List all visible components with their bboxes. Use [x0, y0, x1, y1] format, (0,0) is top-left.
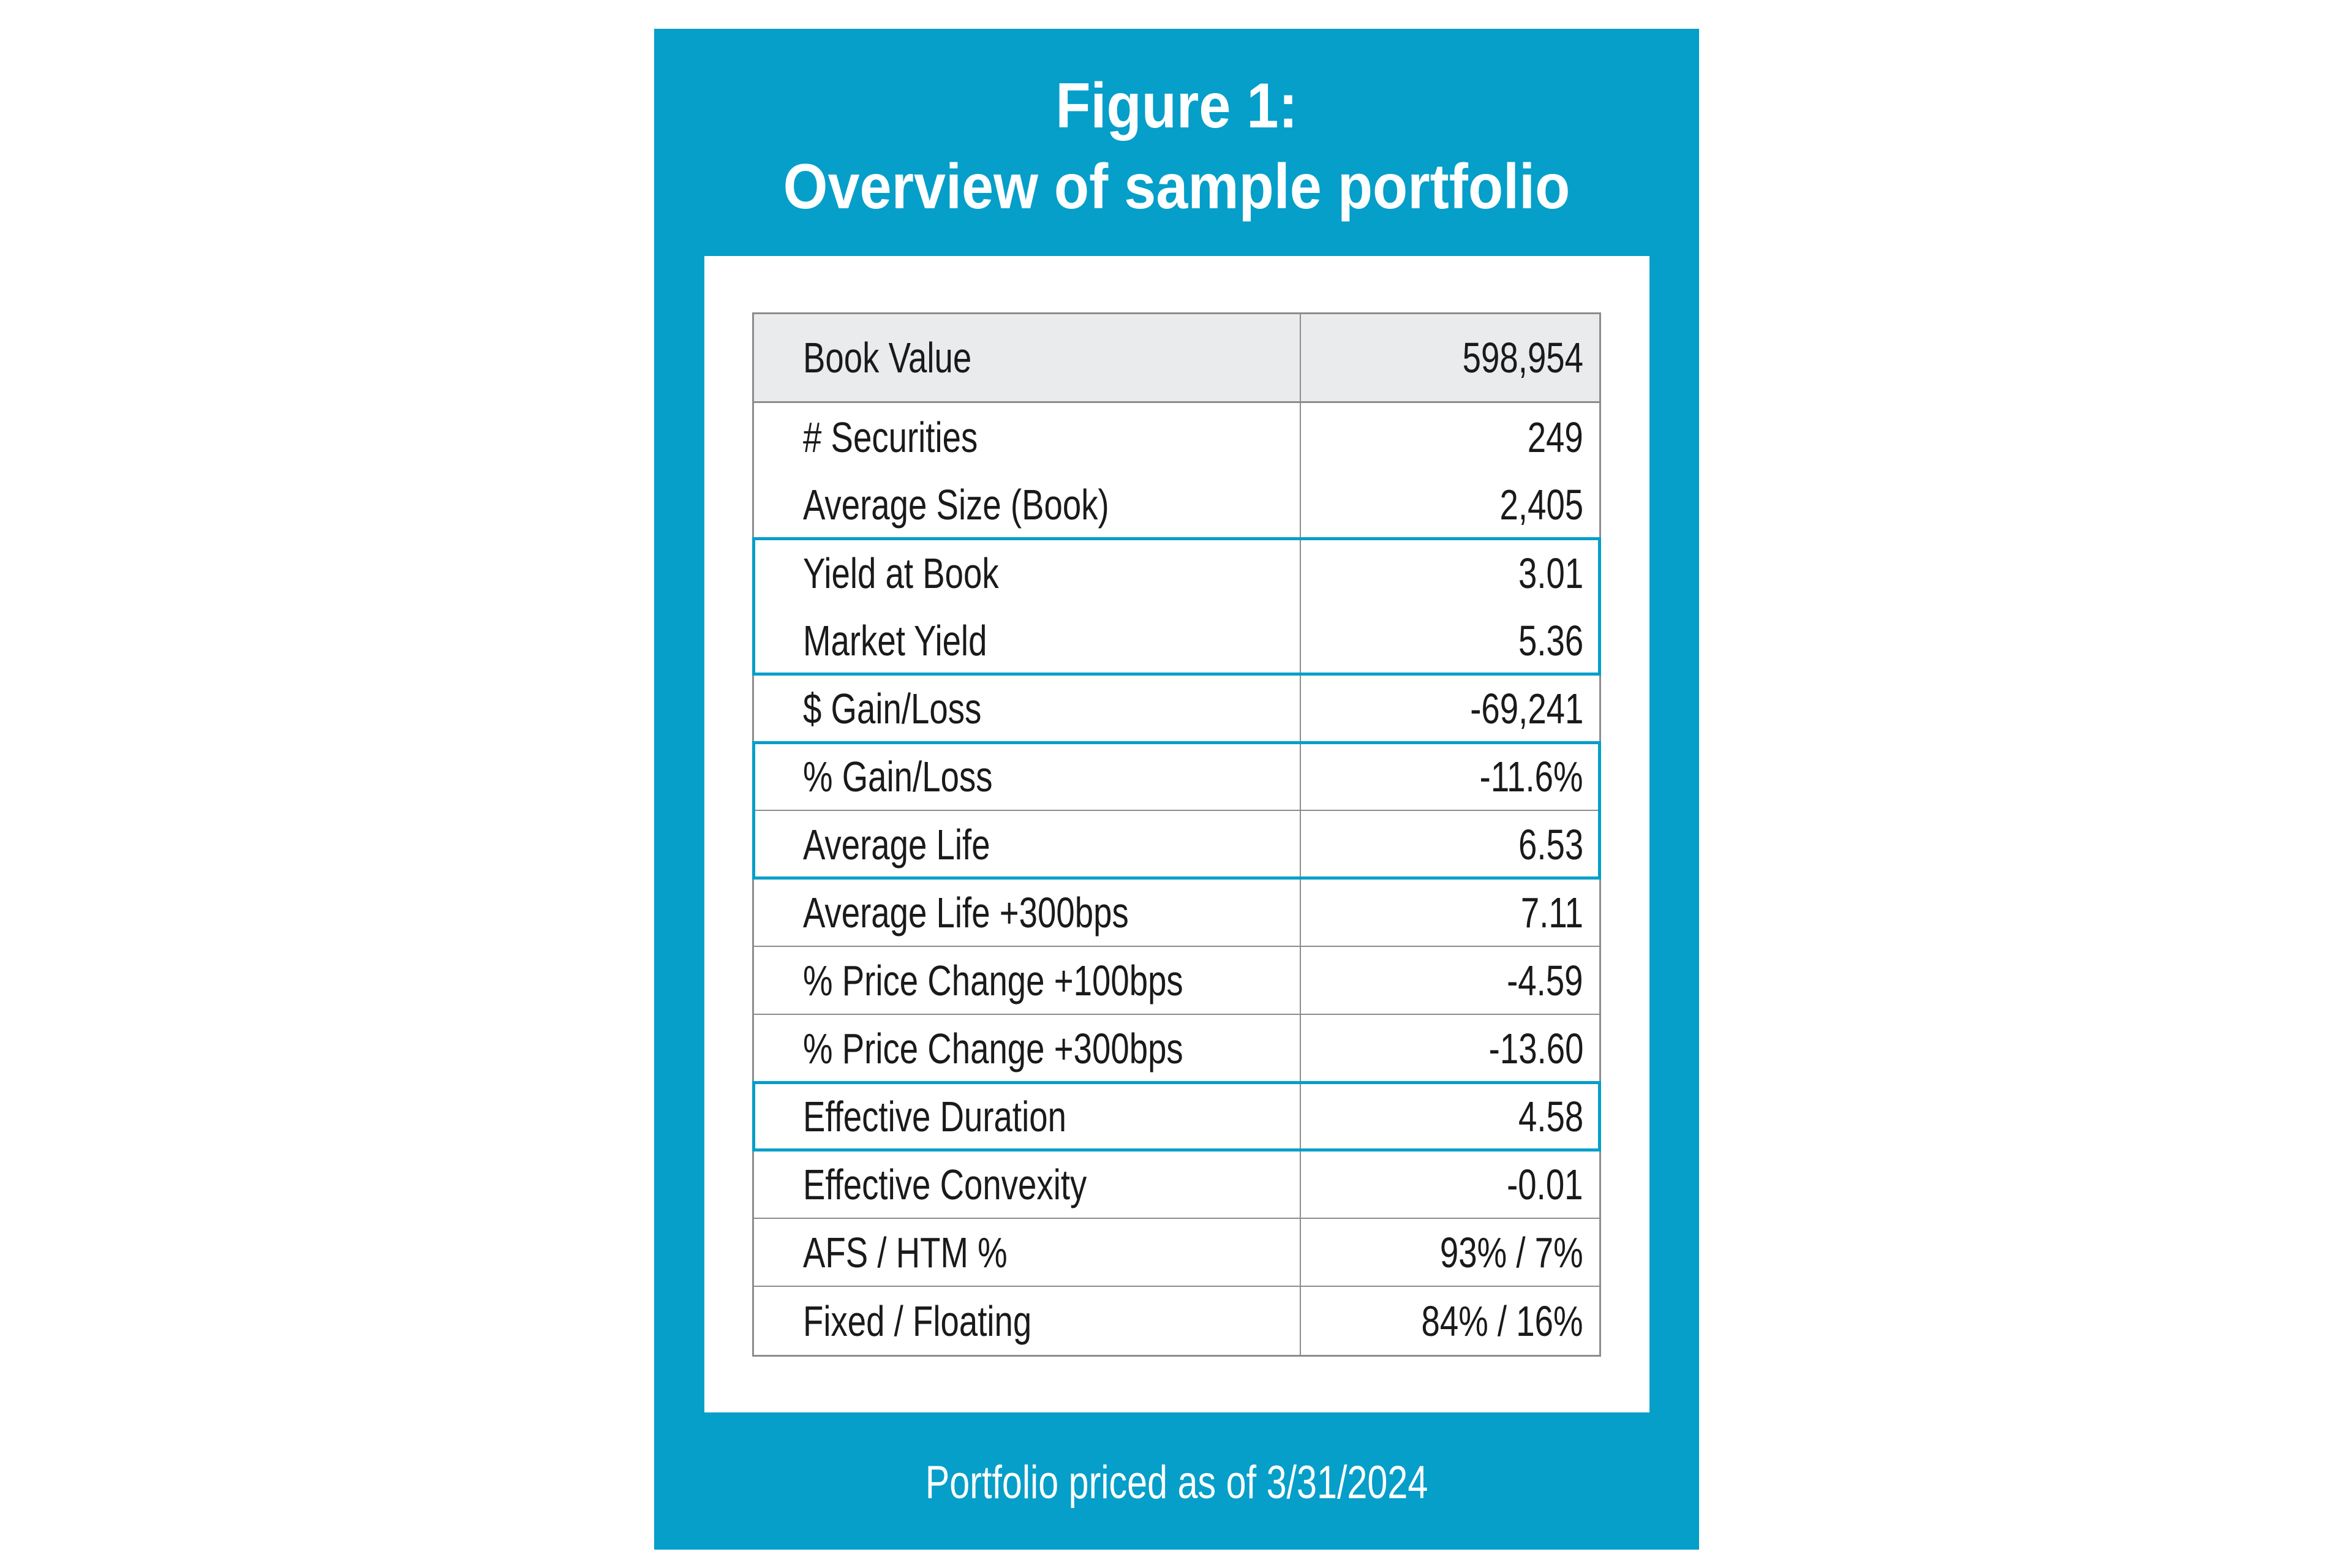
row-label-cell: % Price Change +300bps	[754, 1015, 1301, 1082]
row-label: % Price Change +100bps	[803, 956, 1183, 1005]
figure-title-line2: Overview of sample portfolio	[783, 151, 1570, 222]
table-row: % Price Change +300bps -13.60	[754, 1015, 1599, 1083]
row-label-cell: % Gain/Loss	[754, 743, 1301, 810]
row-label-cell: % Price Change +100bps	[754, 947, 1301, 1014]
row-value: -0.01	[1507, 1160, 1583, 1208]
figure-title: Figure 1: Overview of sample portfolio	[654, 66, 1699, 227]
row-value-cell: -0.01	[1301, 1151, 1599, 1218]
row-label-cell: AFS / HTM %	[754, 1219, 1301, 1286]
row-value-cell: -13.60	[1301, 1015, 1599, 1082]
row-value-cell: 3.01	[1301, 539, 1599, 607]
portfolio-table: Book Value 598,954 # Securities 249 Averag…	[752, 312, 1601, 1357]
header-label: Book Value	[803, 334, 972, 382]
row-value: -69,241	[1469, 684, 1583, 733]
row-label: % Gain/Loss	[803, 752, 993, 801]
row-label-cell: Fixed / Floating	[754, 1287, 1301, 1355]
row-label: AFS / HTM %	[803, 1228, 1008, 1276]
header-label-cell: Book Value	[754, 314, 1301, 401]
row-value-cell: 93% / 7%	[1301, 1219, 1599, 1286]
row-value: 3.01	[1518, 549, 1583, 597]
table-row: Average Life +300bps 7.11	[754, 879, 1599, 947]
row-value-cell: 5.36	[1301, 607, 1599, 674]
figure-title-line1: Figure 1:	[1055, 70, 1298, 141]
figure-panel: Figure 1: Overview of sample portfolio B…	[654, 29, 1699, 1550]
row-value-cell: 6.53	[1301, 811, 1599, 878]
row-value: -11.6%	[1480, 752, 1583, 801]
row-value: 5.36	[1518, 616, 1583, 665]
table-row: # Securities 249	[754, 403, 1599, 471]
row-label: Yield at Book	[803, 549, 999, 597]
row-label-cell: # Securities	[754, 403, 1301, 471]
header-value-cell: 598,954	[1301, 314, 1599, 401]
row-value: -4.59	[1507, 956, 1583, 1005]
row-label-cell: Effective Duration	[754, 1083, 1301, 1150]
row-label: Fixed / Floating	[803, 1297, 1032, 1345]
table-row: $ Gain/Loss -69,241	[754, 675, 1599, 743]
row-value-cell: -11.6%	[1301, 743, 1599, 810]
table-row: Average Life 6.53	[754, 811, 1599, 879]
table-row: % Gain/Loss -11.6%	[754, 743, 1599, 811]
row-value-cell: -69,241	[1301, 675, 1599, 742]
row-label: $ Gain/Loss	[803, 684, 982, 733]
table-row: AFS / HTM % 93% / 7%	[754, 1219, 1599, 1287]
row-label-cell: Yield at Book	[754, 539, 1301, 607]
footer-note: Portfolio priced as of 3/31/2024	[654, 1456, 1699, 1509]
table-row: Average Size (Book) 2,405	[754, 471, 1599, 539]
table-header-row: Book Value 598,954	[754, 314, 1599, 403]
row-value: 6.53	[1518, 820, 1583, 869]
row-label-cell: Effective Convexity	[754, 1151, 1301, 1218]
table-body: # Securities 249 Average Size (Book) 2,405 Y…	[752, 403, 1601, 1355]
row-label-cell: Average Size (Book)	[754, 471, 1301, 538]
table-row: Market Yield 5.36	[754, 607, 1599, 675]
row-value: 7.11	[1520, 888, 1583, 937]
row-label-cell: Average Life +300bps	[754, 879, 1301, 946]
row-value: 2,405	[1499, 480, 1583, 529]
table-row: Fixed / Floating 84% / 16%	[754, 1287, 1599, 1355]
row-value-cell: 2,405	[1301, 471, 1599, 538]
row-value: 249	[1527, 413, 1583, 461]
row-value-cell: -4.59	[1301, 947, 1599, 1014]
row-label: # Securities	[803, 413, 978, 461]
row-label: Market Yield	[803, 616, 987, 665]
row-value-cell: 4.58	[1301, 1083, 1599, 1150]
row-value-cell: 84% / 16%	[1301, 1287, 1599, 1355]
row-label: Effective Convexity	[803, 1160, 1087, 1208]
table-row: % Price Change +100bps -4.59	[754, 947, 1599, 1015]
row-value: -13.60	[1488, 1024, 1583, 1072]
row-value: 93% / 7%	[1440, 1228, 1583, 1276]
table-row: Effective Duration 4.58	[754, 1083, 1599, 1151]
table-row: Effective Convexity -0.01	[754, 1151, 1599, 1219]
header-value: 598,954	[1462, 334, 1583, 382]
row-value-cell: 7.11	[1301, 879, 1599, 946]
row-value-cell: 249	[1301, 403, 1599, 471]
row-label-cell: $ Gain/Loss	[754, 675, 1301, 742]
table-card: Book Value 598,954 # Securities 249 Averag…	[704, 256, 1649, 1412]
footer-text: Portfolio priced as of 3/31/2024	[925, 1457, 1428, 1509]
row-label: Average Size (Book)	[803, 480, 1109, 529]
row-label: Average Life +300bps	[803, 888, 1129, 937]
row-label-cell: Average Life	[754, 811, 1301, 878]
row-value: 4.58	[1518, 1092, 1583, 1140]
row-label: % Price Change +300bps	[803, 1024, 1183, 1072]
row-label-cell: Market Yield	[754, 607, 1301, 674]
table-row: Yield at Book 3.01	[754, 539, 1599, 607]
row-label: Average Life	[803, 820, 990, 869]
row-label: Effective Duration	[803, 1092, 1066, 1140]
row-value: 84% / 16%	[1421, 1297, 1583, 1345]
